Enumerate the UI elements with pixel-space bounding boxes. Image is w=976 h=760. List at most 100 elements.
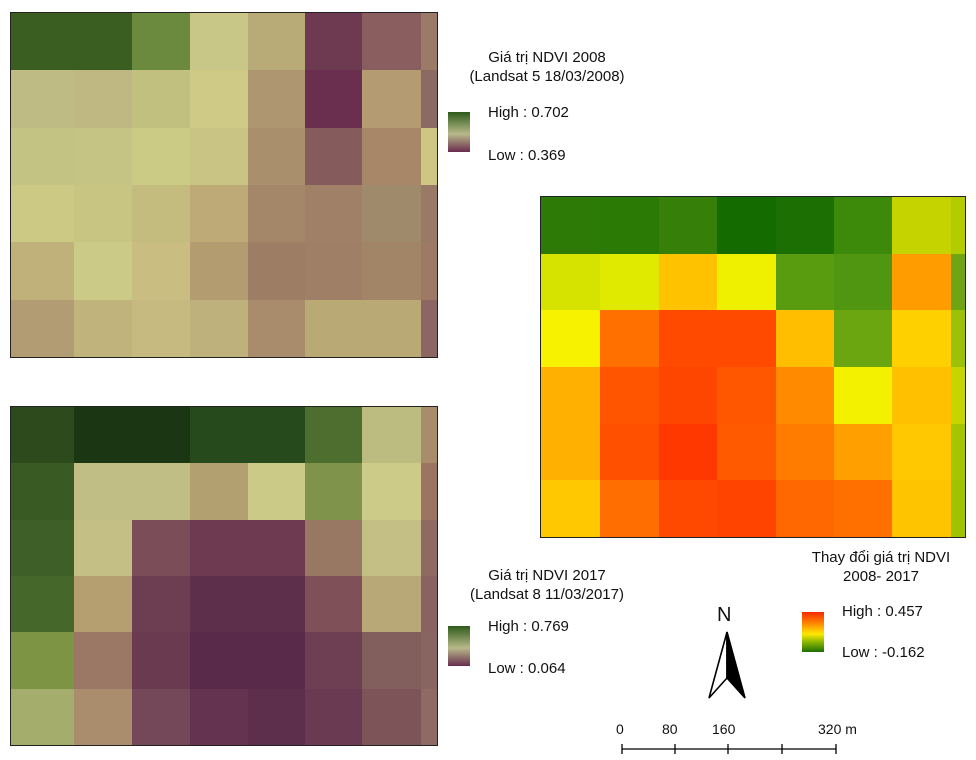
raster-cell	[420, 299, 437, 357]
raster-cell	[420, 688, 437, 745]
raster-cell	[11, 127, 74, 185]
north-label: N	[717, 604, 732, 626]
raster-cell	[189, 632, 249, 689]
raster-cell	[304, 299, 363, 357]
raster-cell	[304, 13, 363, 71]
raster-cell	[717, 367, 776, 424]
north-arrow: N	[703, 604, 753, 702]
raster-cell	[420, 463, 437, 520]
raster-cell	[11, 632, 74, 689]
raster-cell	[189, 463, 249, 520]
raster-cell	[132, 407, 190, 464]
scale-tick-0: 0	[616, 721, 624, 737]
raster-cell	[600, 197, 659, 254]
raster-cell	[11, 575, 74, 633]
scale-tick-320: 320 m	[818, 721, 857, 737]
raster-cell	[11, 242, 74, 300]
raster-cell	[717, 423, 776, 481]
raster-cell	[132, 632, 190, 689]
raster-cell	[950, 367, 965, 424]
raster-cell	[11, 184, 74, 243]
raster-cell	[73, 519, 133, 576]
legend-2017-color-ramp	[448, 626, 470, 666]
raster-cell	[362, 13, 421, 71]
raster-cell	[892, 423, 951, 481]
legend-2017-title-line1: Giá trị NDVI 2017	[488, 567, 606, 584]
raster-cell	[541, 423, 601, 481]
raster-cell	[248, 407, 305, 464]
raster-cell	[73, 463, 133, 520]
raster-cell	[420, 242, 437, 300]
raster-cell	[248, 127, 305, 185]
raster-cell	[362, 184, 421, 243]
raster-cell	[834, 310, 893, 367]
raster-cell	[73, 632, 133, 689]
raster-cell	[658, 197, 718, 254]
raster-cell	[304, 463, 363, 520]
raster-cell	[304, 575, 363, 633]
raster-cell	[73, 242, 133, 300]
raster-cell	[132, 463, 190, 520]
raster-cell	[950, 253, 965, 311]
raster-cell	[248, 575, 305, 633]
raster-cell	[775, 367, 835, 424]
raster-cell	[73, 688, 133, 745]
raster-cell	[950, 480, 965, 537]
raster-cell	[11, 13, 74, 71]
raster-cell	[304, 519, 363, 576]
raster-cell	[420, 575, 437, 633]
raster-cell	[73, 13, 133, 71]
raster-cell	[132, 127, 190, 185]
legend-change-title-line1: Thay đổi giá trị NDVI	[811, 549, 951, 566]
raster-cell	[11, 70, 74, 128]
raster-cell	[420, 407, 437, 464]
raster-cell	[420, 127, 437, 185]
raster-cell	[11, 299, 74, 357]
raster-cell	[717, 197, 776, 254]
raster-cell	[132, 13, 190, 71]
raster-cell	[362, 688, 421, 745]
raster-cell	[189, 184, 249, 243]
raster-cell	[189, 407, 249, 464]
raster-cell	[189, 242, 249, 300]
raster-cell	[304, 242, 363, 300]
north-arrow-icon	[708, 631, 746, 699]
raster-cell	[541, 367, 601, 424]
raster-cell	[775, 423, 835, 481]
raster-cell	[189, 299, 249, 357]
raster-cell	[73, 127, 133, 185]
raster-cell	[362, 575, 421, 633]
legend-change-low: Low : -0.162	[842, 644, 925, 661]
raster-cell	[658, 253, 718, 311]
raster-cell	[658, 310, 718, 367]
legend-change-title: Thay đổi giá trị NDVI 2008- 2017	[790, 548, 972, 586]
raster-cell	[834, 197, 893, 254]
raster-cell	[73, 299, 133, 357]
raster-cell	[950, 197, 965, 254]
raster-cell	[834, 253, 893, 311]
legend-2017-low: Low : 0.064	[488, 660, 566, 677]
raster-cell	[892, 367, 951, 424]
raster-cell	[892, 253, 951, 311]
legend-change-title-line2: 2008- 2017	[843, 568, 919, 585]
raster-cell	[73, 184, 133, 243]
raster-cell	[892, 310, 951, 367]
raster-cell	[11, 407, 74, 464]
raster-cell	[892, 480, 951, 537]
raster-cell	[950, 310, 965, 367]
raster-cell	[775, 480, 835, 537]
raster-cell	[362, 407, 421, 464]
ndvi-2017-map	[10, 406, 438, 746]
raster-cell	[600, 367, 659, 424]
raster-cell	[132, 70, 190, 128]
raster-cell	[304, 688, 363, 745]
legend-2008-color-ramp	[448, 112, 470, 152]
raster-cell	[248, 299, 305, 357]
raster-cell	[775, 253, 835, 311]
raster-cell	[541, 197, 601, 254]
raster-cell	[717, 253, 776, 311]
legend-2017-title: Giá trị NDVI 2017 (Landsat 8 11/03/2017)	[442, 566, 652, 604]
legend-2008-title-line1: Giá trị NDVI 2008	[488, 49, 606, 66]
raster-cell	[248, 13, 305, 71]
raster-cell	[304, 127, 363, 185]
